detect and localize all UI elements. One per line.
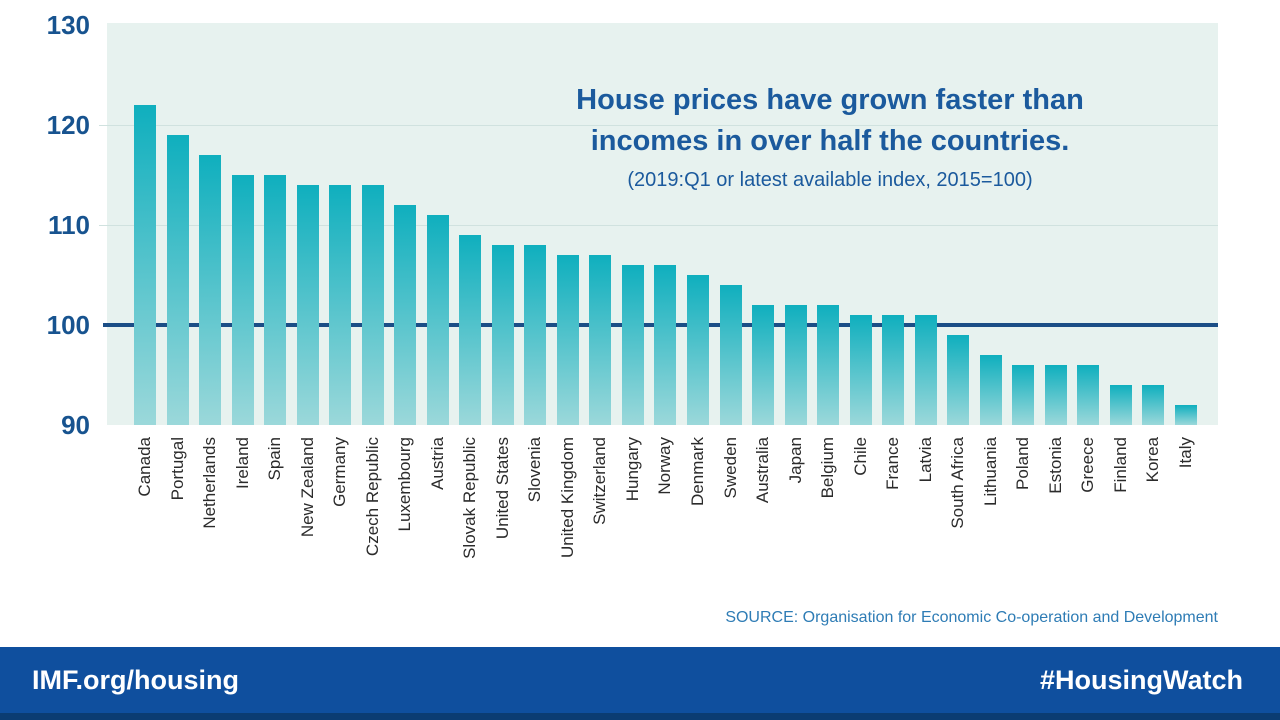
x-axis-country-label: Italy: [1175, 437, 1195, 469]
x-axis-country-label: Belgium: [818, 437, 838, 499]
bar-belgium: [817, 305, 840, 425]
x-axis-country-label: Slovak Republic: [460, 437, 480, 559]
source-credit: SOURCE: Organisation for Economic Co-ope…: [725, 609, 1218, 626]
bar-finland: [1109, 385, 1132, 425]
x-axis-country-label: Canada: [135, 437, 154, 497]
chart-title-line2: incomes in over half the countries.: [590, 125, 1070, 157]
y-axis-tick-110: 110: [48, 210, 90, 240]
bar-sweden: [719, 285, 742, 425]
x-axis-country-label: Germany: [330, 437, 350, 507]
y-axis-tick-90: 90: [61, 410, 90, 440]
x-axis-country-label: Greece: [1078, 437, 1098, 493]
bar-new-zealand: [296, 185, 319, 425]
y-axis-tick-130: 130: [46, 10, 90, 40]
bar-italy: [1174, 405, 1197, 425]
bar-greece: [1077, 365, 1100, 425]
chart-plot-area: House prices have grown faster than inco…: [99, 23, 1218, 425]
bar-latvia: [914, 315, 937, 425]
bar-netherlands: [199, 155, 222, 425]
chart-subtitle: (2019:Q1 or latest available index, 2015…: [627, 169, 1033, 191]
bar-portugal: [166, 135, 189, 425]
bar-australia: [752, 305, 775, 425]
x-axis-country-label: United States: [492, 437, 512, 540]
bar-norway: [654, 265, 677, 425]
footer-hashtag: #HousingWatch: [1039, 664, 1243, 695]
bar-united-kingdom: [556, 255, 579, 425]
bar-chile: [849, 315, 872, 425]
gridline-110: [99, 225, 1218, 226]
x-axis-country-label: Slovenia: [525, 437, 545, 503]
bar-poland: [1012, 365, 1035, 425]
bar-czech-republic: [361, 185, 384, 425]
x-axis-country-label: Estonia: [1045, 437, 1065, 494]
chart-title-block: House prices have grown faster than inco…: [560, 80, 1100, 193]
x-axis-country-label: Korea: [1143, 437, 1163, 483]
bar-france: [882, 315, 905, 425]
x-axis-country-label: Spain: [265, 437, 285, 481]
bar-korea: [1142, 385, 1165, 425]
x-axis-country-label: Portugal: [167, 437, 187, 501]
gridline-120: [99, 125, 1218, 126]
bar-luxembourg: [394, 205, 417, 425]
bar-switzerland: [589, 255, 612, 425]
x-axis-country-label: Finland: [1110, 437, 1130, 493]
x-axis-country-label: Czech Republic: [362, 437, 382, 557]
footer-url: IMF.org/housing: [32, 664, 239, 695]
bar-lithuania: [979, 355, 1002, 425]
footer-bar: IMF.org/housing #HousingWatch: [0, 647, 1280, 720]
bar-united-states: [491, 245, 514, 425]
x-axis-country-label: Switzerland: [590, 437, 610, 525]
x-axis-country-label: Norway: [655, 437, 675, 495]
chart-title-line1: House prices have grown faster than: [576, 84, 1084, 116]
x-axis-country-label: Australia: [753, 437, 773, 504]
bar-slovenia: [524, 245, 547, 425]
x-axis-country-label: Hungary: [622, 437, 642, 502]
bar-ireland: [231, 175, 254, 425]
bar-japan: [784, 305, 807, 425]
x-axis-country-label: United Kingdom: [557, 437, 577, 558]
y-axis-tick-100: 100: [46, 310, 90, 340]
y-axis-tick-120: 120: [46, 110, 90, 140]
bar-denmark: [687, 275, 709, 425]
x-axis-country-label: Latvia: [915, 437, 935, 483]
x-axis-country-label: Poland: [1013, 437, 1033, 490]
x-axis-country-label: New Zealand: [297, 437, 317, 538]
bar-estonia: [1044, 365, 1067, 425]
bar-germany: [329, 185, 352, 425]
bar-spain: [264, 175, 287, 425]
x-axis-country-label: Netherlands: [200, 437, 220, 529]
bar-hungary: [621, 265, 644, 425]
x-axis-country-label: Japan: [785, 437, 805, 484]
x-axis-country-label: Chile: [850, 437, 870, 476]
x-axis-country-label: France: [883, 437, 903, 490]
bar-slovak-republic: [459, 235, 482, 425]
bar-south-africa: [947, 335, 970, 425]
x-axis-country-label: Lithuania: [980, 437, 1000, 507]
x-axis-country-label: Ireland: [232, 437, 252, 489]
x-axis-country-label: Denmark: [688, 437, 707, 506]
x-axis-country-label: South Africa: [948, 437, 968, 529]
x-axis-country-label: Sweden: [720, 437, 740, 499]
x-axis-country-label: Luxembourg: [395, 437, 415, 532]
bar-austria: [426, 215, 449, 425]
bar-canada: [134, 105, 156, 425]
x-axis-country-label: Austria: [427, 437, 447, 490]
